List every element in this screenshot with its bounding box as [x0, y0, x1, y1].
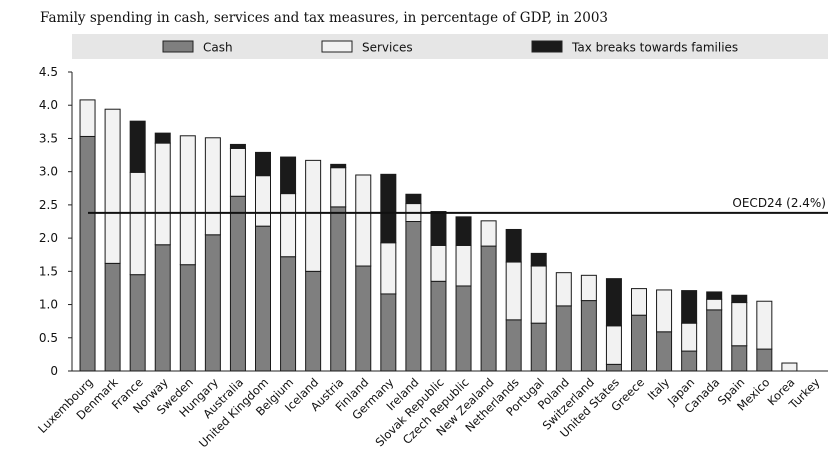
bar-segment-tax-breaks-towards-families [405, 193, 422, 205]
bar-segment-tax-breaks-towards-families [129, 120, 146, 173]
bar-segment-cash [756, 348, 773, 372]
bar-segment-tax-breaks-towards-families [154, 132, 171, 144]
bar-segment-cash [280, 256, 297, 372]
bar-segment-tax-breaks-towards-families [605, 278, 622, 327]
bar-segment-cash [555, 305, 572, 372]
bar-segment-cash [731, 345, 748, 372]
x-axis: LuxembourgDenmarkFranceNorwaySwedenHunga… [35, 370, 828, 450]
bar-segment-services [530, 265, 547, 324]
y-tick-label: 0.5 [39, 331, 58, 345]
bar-segment-tax-breaks-towards-families [681, 290, 698, 324]
bar-segment-tax-breaks-towards-families [505, 228, 522, 263]
bars [79, 99, 798, 372]
bar-segment-cash [355, 265, 372, 372]
bar-segment-services [505, 261, 522, 321]
bar-segment-cash [179, 264, 196, 372]
y-tick-label: 3.5 [39, 131, 58, 145]
bar-segment-services [305, 159, 322, 272]
legend-swatch-1 [321, 40, 353, 53]
bar-segment-cash [129, 274, 146, 372]
bar-segment-services [229, 147, 246, 197]
y-tick-label: 2.0 [39, 231, 58, 245]
bar-segment-cash [530, 322, 547, 372]
bar-segment-services [255, 175, 271, 227]
bar-segment-tax-breaks-towards-families [455, 216, 472, 246]
bar-segment-cash [330, 206, 347, 372]
bar-segment-tax-breaks-towards-families [731, 294, 748, 304]
chart-title: Family spending in cash, services and ta… [40, 10, 609, 26]
y-tick-label: 1.0 [39, 298, 58, 312]
y-tick-label: 2.5 [39, 198, 58, 212]
legend-label-0: Cash [203, 41, 233, 55]
bar-segment-cash [79, 135, 96, 372]
bar-segment-cash [631, 314, 647, 372]
bar-segment-cash [656, 331, 673, 372]
bar-segment-tax-breaks-towards-families [380, 173, 397, 244]
bar-segment-services [706, 298, 723, 311]
bar-segment-services [154, 142, 171, 246]
bar-segment-cash [229, 195, 246, 372]
bar-segment-cash [605, 363, 622, 372]
legend-swatch-0 [162, 40, 194, 53]
bar-segment-services [355, 174, 372, 267]
bar-segment-services [480, 220, 497, 247]
reference-line-group: OECD24 (2.4%) [88, 196, 828, 214]
bar-segment-cash [305, 270, 322, 372]
bar-segment-services [79, 99, 96, 137]
bar-segment-tax-breaks-towards-families [430, 211, 447, 246]
bar-segment-services [129, 171, 146, 276]
reference-line-label: OECD24 (2.4%) [732, 196, 826, 210]
bar-segment-services [656, 289, 673, 333]
bar-segment-cash [255, 225, 271, 372]
bar-segment-tax-breaks-towards-families [229, 143, 246, 149]
bar-segment-services [756, 300, 773, 350]
bar-segment-cash [380, 293, 397, 372]
bar-segment-services [430, 244, 447, 282]
bar-segment-services [380, 242, 397, 295]
bar-segment-tax-breaks-towards-families [706, 291, 723, 300]
bar-segment-services [781, 362, 798, 372]
bar-segment-cash [455, 285, 472, 372]
bar-segment-tax-breaks-towards-families [330, 163, 347, 169]
bar-segment-services [605, 325, 622, 365]
bar-segment-tax-breaks-towards-families [255, 151, 271, 177]
bar-segment-cash [706, 309, 723, 372]
legend-label-1: Services [362, 41, 413, 55]
legend: Cash Services Tax breaks towards families [162, 40, 738, 55]
bar-segment-cash [154, 244, 171, 372]
bar-segment-services [555, 272, 572, 307]
legend-label-2: Tax breaks towards families [571, 41, 738, 55]
bar-segment-services [631, 288, 647, 316]
bar-segment-cash [580, 300, 597, 372]
y-tick-label: 4.0 [39, 98, 58, 112]
y-tick-label: 4.5 [39, 65, 58, 79]
bar-segment-cash [405, 221, 422, 372]
y-tick-label: 0 [50, 364, 58, 378]
legend-band [72, 34, 828, 59]
bar-segment-services [580, 274, 597, 302]
bar-segment-services [731, 302, 748, 347]
bar-segment-services [179, 135, 196, 266]
bar-segment-services [681, 322, 698, 352]
y-axis: 0 0.5 1.0 1.5 2.0 2.5 3.0 3.5 4.0 4.5 [39, 65, 73, 378]
bar-segment-cash [104, 262, 121, 372]
bar-segment-cash [480, 245, 497, 372]
y-tick-label: 1.5 [39, 264, 58, 278]
bar-segment-cash [681, 350, 698, 372]
y-tick-label: 3.0 [39, 165, 58, 179]
legend-swatch-2 [531, 40, 563, 53]
bar-segment-cash [204, 234, 221, 372]
bar-segment-tax-breaks-towards-families [530, 252, 547, 267]
bar-segment-services [455, 244, 472, 287]
bar-segment-services [330, 167, 347, 208]
bar-segment-cash [505, 319, 522, 372]
bar-segment-services [204, 137, 221, 236]
bar-segment-services [104, 108, 121, 264]
bar-segment-services [280, 193, 297, 258]
bar-segment-tax-breaks-towards-families [280, 156, 297, 195]
bar-segment-cash [430, 280, 447, 372]
